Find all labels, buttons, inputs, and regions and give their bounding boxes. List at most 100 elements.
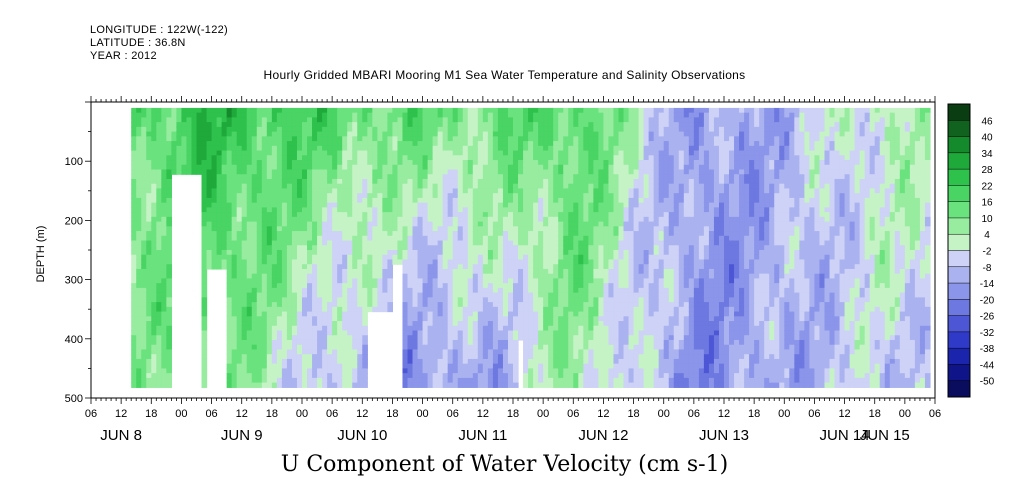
heatmap-cell (422, 164, 429, 171)
heatmap-cell (548, 155, 554, 161)
heatmap-cell (327, 311, 333, 317)
heatmap-cell (437, 193, 444, 199)
heatmap-cell (432, 160, 439, 166)
heatmap-cell (166, 202, 172, 208)
heatmap-cell (482, 254, 489, 261)
heatmap-cell (412, 183, 419, 190)
heatmap-cell (487, 259, 494, 265)
heatmap-cell (447, 150, 454, 156)
heatmap-cell (588, 174, 594, 180)
heatmap-cell (261, 382, 268, 388)
heatmap-cell (523, 268, 529, 275)
heatmap-cell (467, 188, 474, 194)
heatmap-cell (437, 240, 444, 246)
heatmap-cell (206, 160, 213, 166)
heatmap-cell (528, 363, 534, 369)
heatmap-cell (397, 212, 404, 218)
heatmap-cell (507, 136, 514, 142)
heatmap-cell (568, 273, 574, 280)
heatmap-cell (407, 216, 414, 223)
heatmap-cell (166, 235, 172, 242)
heatmap-cell (513, 254, 519, 261)
heatmap-cell (357, 287, 363, 294)
heatmap-cell (146, 112, 152, 118)
heatmap-cell (352, 373, 358, 379)
heatmap-cell (513, 259, 519, 265)
heatmap-cell (286, 240, 293, 246)
heatmap-cell (281, 363, 288, 369)
heatmap-cell (477, 316, 484, 322)
heatmap-cell (166, 302, 172, 308)
heatmap-cell (226, 254, 233, 261)
heatmap-cell (462, 131, 469, 137)
heatmap-cell (166, 306, 172, 313)
heatmap-cell (402, 344, 409, 351)
heatmap-cell (457, 321, 464, 327)
heatmap-cell (307, 321, 313, 327)
heatmap-cell (563, 330, 569, 336)
heatmap-cell (457, 373, 464, 379)
heatmap-cell (543, 382, 549, 388)
heatmap-cell (357, 321, 363, 327)
heatmap-cell (161, 363, 167, 369)
heatmap-cell (291, 254, 298, 261)
heatmap-cell (201, 150, 208, 156)
heatmap-cell (397, 107, 404, 114)
heatmap-cell (332, 141, 338, 147)
heatmap-cell (332, 155, 338, 161)
heatmap-cell (452, 268, 459, 275)
heatmap-cell (387, 221, 394, 227)
heatmap-cell (432, 240, 439, 246)
heatmap-cell (518, 283, 524, 289)
heatmap-cell (362, 164, 368, 171)
heatmap-cell (322, 207, 328, 213)
heatmap-cell (362, 377, 368, 384)
heatmap-cell (588, 363, 594, 369)
heatmap-cell (447, 339, 454, 346)
heatmap-cell (347, 330, 353, 336)
heatmap-cell (357, 373, 363, 379)
heatmap-cell (357, 150, 363, 156)
heatmap-cell (477, 377, 484, 384)
heatmap-cell (241, 226, 248, 232)
heatmap-cell (251, 335, 258, 341)
heatmap-cell (432, 164, 439, 171)
heatmap-cell (171, 117, 177, 123)
heatmap-cell (337, 150, 343, 156)
heatmap-cell (317, 240, 323, 246)
heatmap-cell (241, 302, 248, 308)
heatmap-cell (357, 335, 363, 341)
heatmap-cell (201, 302, 208, 308)
heatmap-cell (357, 250, 363, 256)
heatmap-cell (583, 335, 589, 341)
heatmap-cell (568, 122, 574, 128)
heatmap-cell (477, 325, 484, 332)
heatmap-cell (543, 193, 549, 199)
heatmap-cell (533, 136, 539, 142)
heatmap-cell (513, 287, 519, 294)
heatmap-cell (583, 283, 589, 289)
heatmap-cell (337, 264, 343, 270)
heatmap-cell (543, 373, 549, 379)
heatmap-cell (382, 188, 388, 194)
heatmap-cell (337, 316, 343, 322)
heatmap-cell (211, 150, 218, 156)
heatmap-cell (377, 302, 383, 308)
heatmap-cell (518, 278, 524, 284)
heatmap-cell (412, 117, 419, 123)
heatmap-cell (312, 264, 318, 270)
heatmap-cell (276, 197, 283, 204)
heatmap-cell (563, 283, 569, 289)
heatmap-cell (422, 150, 429, 156)
heatmap-cell (573, 150, 579, 156)
heatmap-cell (161, 136, 167, 142)
heatmap-cell (276, 349, 283, 355)
heatmap-cell (497, 164, 504, 171)
heatmap-cell (467, 339, 474, 346)
heatmap-cell (492, 302, 499, 308)
heatmap-cell (226, 339, 233, 346)
heatmap-cell (201, 178, 208, 185)
heatmap-cell (513, 207, 519, 213)
heatmap-cell (221, 226, 228, 232)
heatmap-cell (181, 107, 188, 114)
